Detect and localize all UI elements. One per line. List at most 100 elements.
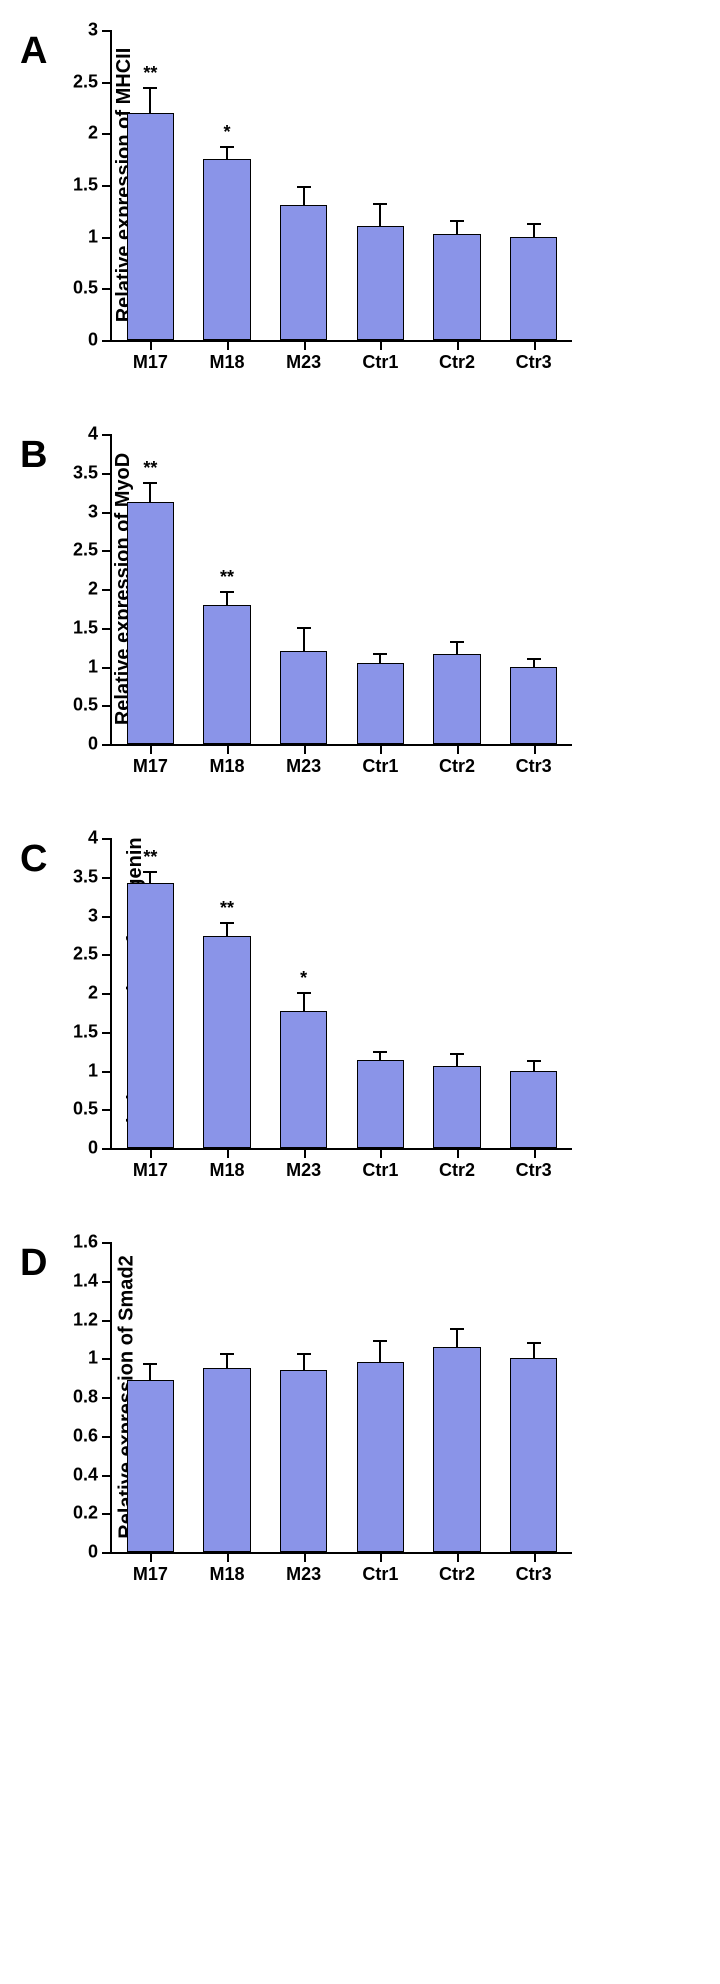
x-tick-label: Ctr3 <box>516 352 552 373</box>
error-bar <box>149 873 151 884</box>
y-tick-label: 1.5 <box>73 175 112 196</box>
bar <box>280 1370 328 1552</box>
x-tick <box>150 340 152 350</box>
bar <box>127 883 175 1148</box>
panel-b: BRelative expression of MyoD00.511.522.5… <box>20 434 700 790</box>
y-tick-label: 3 <box>88 20 112 41</box>
y-tick-label: 0 <box>88 1542 112 1563</box>
error-bar <box>456 1330 458 1347</box>
x-tick <box>150 1552 152 1562</box>
x-tick <box>227 340 229 350</box>
x-tick <box>227 1148 229 1158</box>
bar <box>357 663 405 744</box>
significance-marker: ** <box>143 63 157 84</box>
error-bar <box>226 593 228 605</box>
y-tick-label: 0.5 <box>73 1099 112 1120</box>
bar <box>510 667 558 745</box>
error-cap <box>143 1363 157 1365</box>
error-cap <box>373 1340 387 1342</box>
error-cap <box>220 146 234 148</box>
bar <box>510 1358 558 1552</box>
x-tick <box>457 340 459 350</box>
x-tick <box>150 744 152 754</box>
bar <box>357 226 405 340</box>
panel-c: CRelative expression of Myogenin00.511.5… <box>20 838 700 1194</box>
plot-area: Relative expression of Smad200.20.40.60.… <box>110 1242 572 1554</box>
x-tick <box>380 744 382 754</box>
error-bar <box>533 225 535 237</box>
x-tick <box>534 1148 536 1158</box>
error-bar <box>379 1053 381 1062</box>
y-tick-label: 2.5 <box>73 71 112 92</box>
y-tick-label: 2.5 <box>73 540 112 561</box>
significance-marker: ** <box>143 458 157 479</box>
significance-marker: ** <box>220 898 234 919</box>
y-tick-label: 4 <box>88 828 112 849</box>
significance-marker: ** <box>220 567 234 588</box>
x-tick-label: Ctr2 <box>439 1160 475 1181</box>
error-bar <box>226 924 228 937</box>
error-bar <box>303 1355 305 1371</box>
x-tick-label: M23 <box>286 1564 321 1585</box>
y-tick-label: 3 <box>88 501 112 522</box>
error-cap <box>527 1342 541 1344</box>
y-tick-label: 3.5 <box>73 462 112 483</box>
y-tick-label: 1 <box>88 226 112 247</box>
x-tick-label: M18 <box>209 352 244 373</box>
y-tick-label: 0 <box>88 1138 112 1159</box>
y-tick-label: 1.5 <box>73 617 112 638</box>
error-cap <box>220 1353 234 1355</box>
y-tick-label: 0.8 <box>73 1387 112 1408</box>
y-tick-label: 0.5 <box>73 278 112 299</box>
error-bar <box>379 655 381 664</box>
x-tick <box>227 1552 229 1562</box>
error-cap <box>527 658 541 660</box>
error-cap <box>297 1353 311 1355</box>
error-bar <box>533 1062 535 1071</box>
x-tick-label: M23 <box>286 1160 321 1181</box>
x-tick-label: Ctr2 <box>439 756 475 777</box>
y-tick-label: 2 <box>88 123 112 144</box>
x-tick-label: M23 <box>286 352 321 373</box>
x-tick-label: Ctr1 <box>362 352 398 373</box>
error-bar <box>149 1365 151 1381</box>
panel-a: ARelative expression of MHCII00.511.522.… <box>20 30 700 386</box>
error-bar <box>379 1342 381 1363</box>
plot-area: Relative expression of Myogenin00.511.52… <box>110 838 572 1150</box>
x-tick <box>150 1148 152 1158</box>
error-cap <box>143 482 157 484</box>
x-tick <box>304 744 306 754</box>
x-tick <box>304 340 306 350</box>
x-tick <box>534 744 536 754</box>
x-tick-label: M17 <box>133 352 168 373</box>
x-tick-label: M18 <box>209 1564 244 1585</box>
chart-wrap: Relative expression of Smad200.20.40.60.… <box>110 1242 700 1598</box>
bar <box>127 502 175 744</box>
y-tick-label: 1.5 <box>73 1021 112 1042</box>
bar <box>433 654 481 744</box>
error-cap <box>527 223 541 225</box>
significance-marker: * <box>223 122 230 143</box>
bar <box>203 605 251 745</box>
y-tick-label: 0.6 <box>73 1425 112 1446</box>
y-tick-label: 1.2 <box>73 1309 112 1330</box>
x-tick-label: Ctr2 <box>439 352 475 373</box>
x-tick-label: M23 <box>286 756 321 777</box>
y-tick-label: 1.6 <box>73 1232 112 1253</box>
bar <box>127 1380 175 1552</box>
x-tick <box>227 744 229 754</box>
error-cap <box>373 1051 387 1053</box>
bar <box>280 1011 328 1148</box>
error-bar <box>533 1344 535 1360</box>
x-tick-label: Ctr1 <box>362 1564 398 1585</box>
error-bar <box>303 629 305 652</box>
panel-label: D <box>20 1242 47 1285</box>
x-tick <box>534 1552 536 1562</box>
error-bar <box>456 643 458 655</box>
bar <box>433 1066 481 1148</box>
x-tick-label: Ctr1 <box>362 1160 398 1181</box>
error-bar <box>149 89 151 114</box>
error-bar <box>456 1055 458 1067</box>
chart-wrap: Relative expression of MyoD00.511.522.53… <box>110 434 700 790</box>
error-cap <box>527 1060 541 1062</box>
